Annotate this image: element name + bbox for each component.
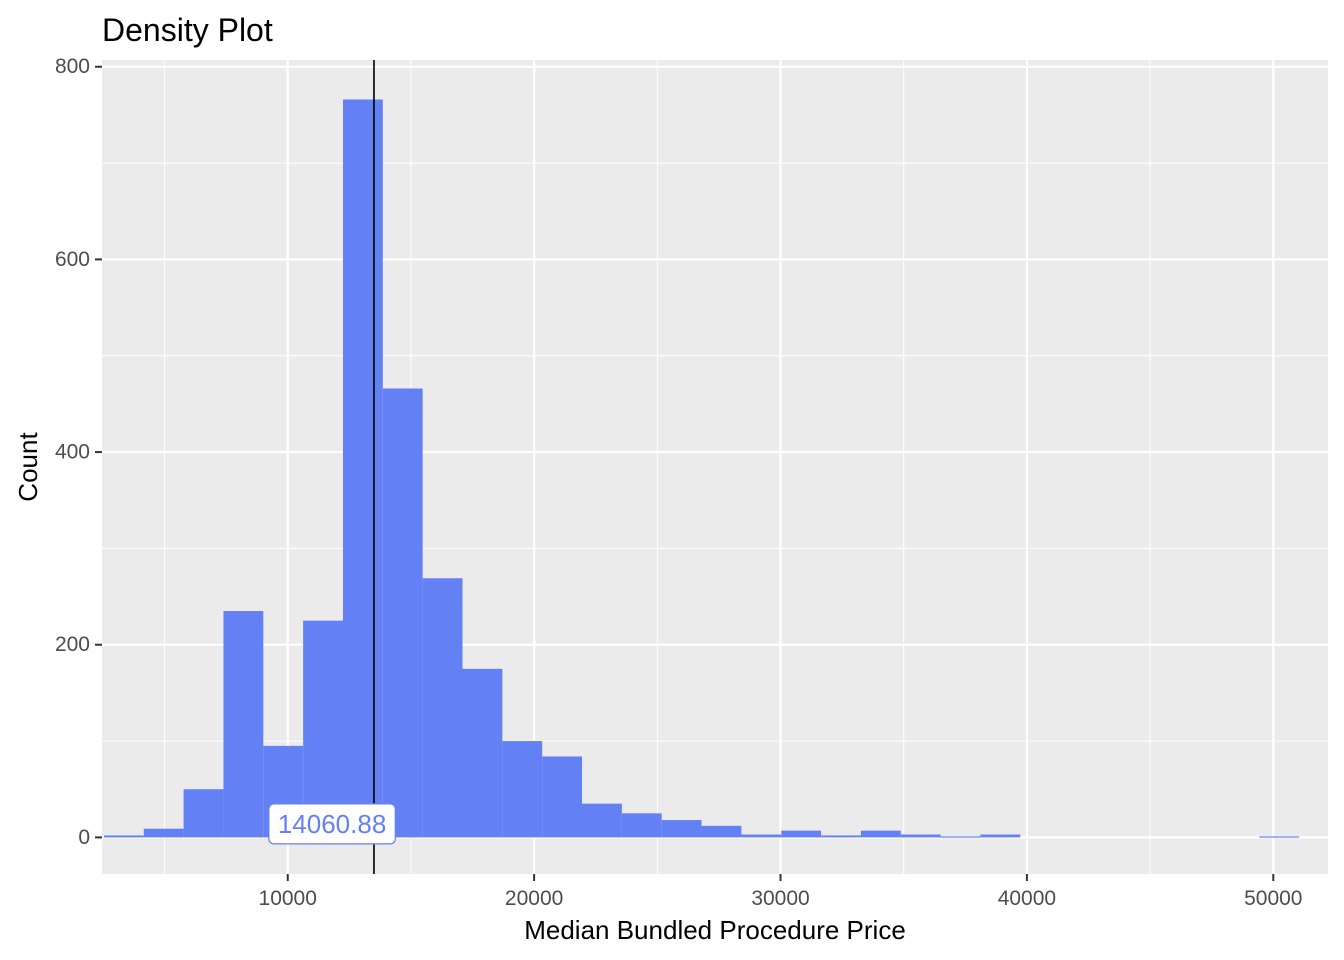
y-tick-label: 600	[55, 248, 90, 271]
reference-label-box	[268, 803, 396, 845]
x-tick-label: 40000	[998, 887, 1056, 910]
x-tick-label: 20000	[505, 887, 563, 910]
histogram-bar	[741, 834, 782, 838]
histogram-bar	[582, 803, 622, 838]
x-axis-title: Median Bundled Procedure Price	[524, 915, 906, 945]
histogram-bar	[303, 620, 343, 838]
histogram-bar	[980, 834, 1021, 838]
histogram-bar	[900, 834, 941, 838]
reference-label: 14060.88	[268, 803, 396, 845]
histogram-bar	[860, 830, 901, 838]
histogram-bar	[621, 813, 662, 838]
x-tick-label: 30000	[751, 887, 809, 910]
histogram-bar	[183, 789, 224, 838]
y-axis-title: Count	[13, 432, 43, 502]
histogram-bar	[382, 388, 423, 838]
chart-title: Density Plot	[102, 12, 273, 48]
histogram-bar	[422, 578, 463, 838]
histogram-bar	[940, 836, 981, 838]
y-axis: 0 200 400 600 800	[55, 55, 102, 849]
histogram-bar	[542, 756, 583, 838]
histogram-bar	[342, 99, 383, 838]
x-axis: 10000 20000 30000 40000 50000	[259, 874, 1303, 910]
y-tick-label: 0	[78, 826, 90, 849]
histogram-bar	[462, 668, 503, 838]
y-tick-label: 800	[55, 55, 90, 78]
histogram-bar	[103, 835, 144, 838]
histogram-bar	[661, 820, 702, 838]
x-tick-label: 50000	[1244, 887, 1302, 910]
y-tick-label: 200	[55, 633, 90, 656]
histogram-bars	[103, 99, 1300, 838]
histogram-bar	[223, 611, 264, 838]
histogram-bar	[1259, 836, 1300, 838]
histogram-bar	[143, 828, 184, 838]
histogram-bar	[701, 825, 742, 838]
x-tick-label: 10000	[259, 887, 317, 910]
histogram-bar	[502, 741, 543, 838]
reference-label-text: 14060.88	[278, 809, 386, 839]
histogram-bar	[821, 835, 861, 838]
histogram-bar	[781, 830, 822, 838]
y-tick-label: 400	[55, 441, 90, 464]
